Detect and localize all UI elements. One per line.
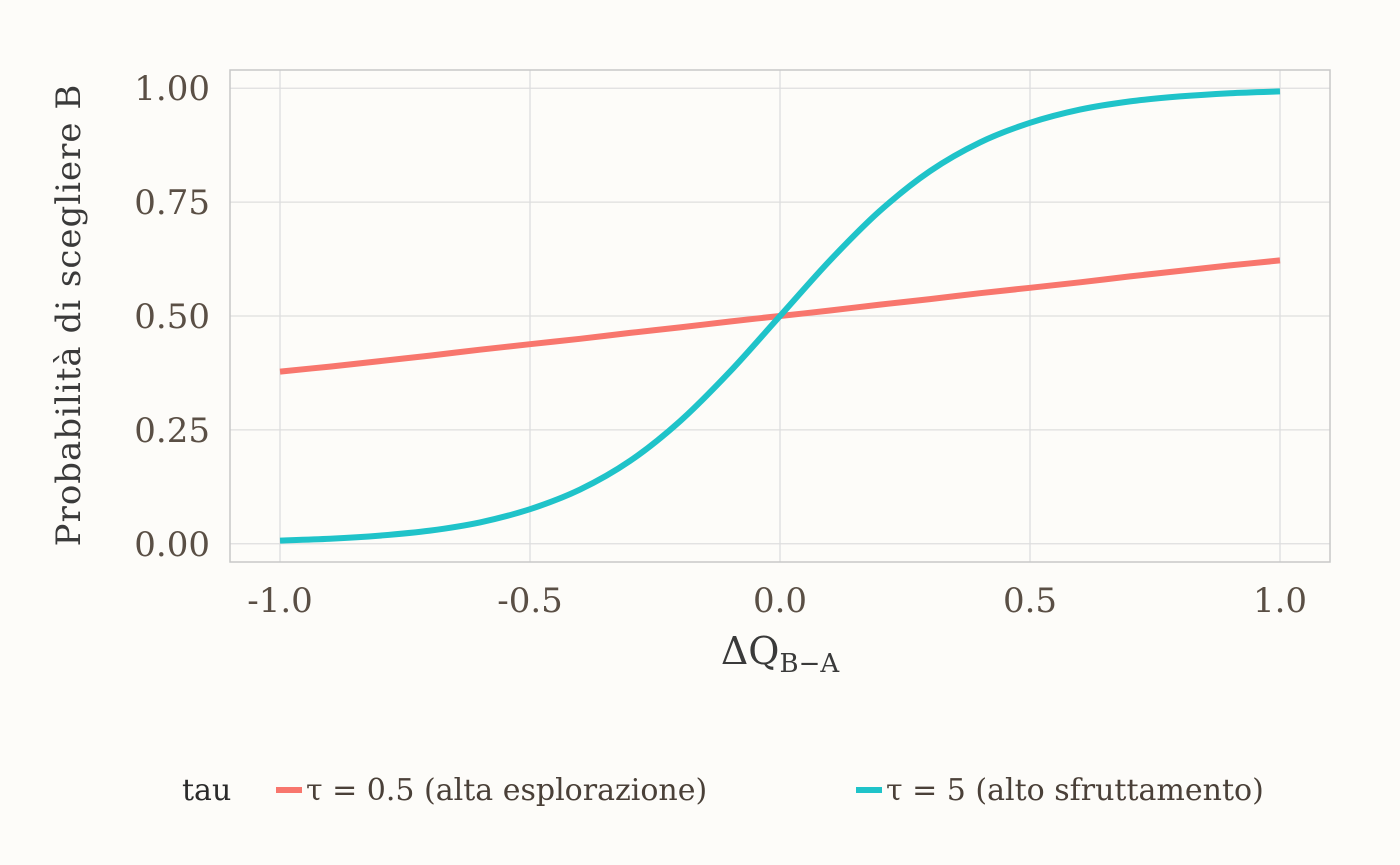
y-tick-labels: 0.00 0.25 0.50 0.75 1.00 xyxy=(134,69,210,565)
legend: tau τ = 0.5 (alta esplorazione) τ = 5 (a… xyxy=(182,773,1264,808)
y-tick-label: 0.50 xyxy=(134,297,210,337)
legend-label-tau-0.5: τ = 0.5 (alta esplorazione) xyxy=(306,773,707,808)
y-tick-label: 1.00 xyxy=(134,69,210,109)
x-tick-label: 0.5 xyxy=(1003,581,1057,621)
x-axis-title-main: ΔQ xyxy=(721,629,780,673)
series-layer xyxy=(279,88,1281,544)
y-tick-label: 0.75 xyxy=(134,183,210,223)
x-axis-title-subscript: B−A xyxy=(779,649,840,679)
series-line-1 xyxy=(279,88,1281,544)
x-tick-label: 0.0 xyxy=(753,581,807,621)
y-tick-label: 0.00 xyxy=(134,525,210,565)
x-tick-label: -0.5 xyxy=(497,581,563,621)
y-tick-label: 0.25 xyxy=(134,411,210,451)
legend-title: tau xyxy=(182,773,231,808)
x-tick-label: 1.0 xyxy=(1253,581,1307,621)
y-axis-title: Probabilità di scegliere B xyxy=(49,84,89,547)
plot-panel-border xyxy=(229,69,1331,563)
x-tick-labels: -1.0 -0.5 0.0 0.5 1.0 xyxy=(247,581,1307,621)
legend-label-tau-5: τ = 5 (alto sfruttamento) xyxy=(886,773,1264,808)
x-axis-title: ΔQB−A xyxy=(721,629,841,679)
grid xyxy=(230,70,1330,562)
x-tick-label: -1.0 xyxy=(247,581,313,621)
